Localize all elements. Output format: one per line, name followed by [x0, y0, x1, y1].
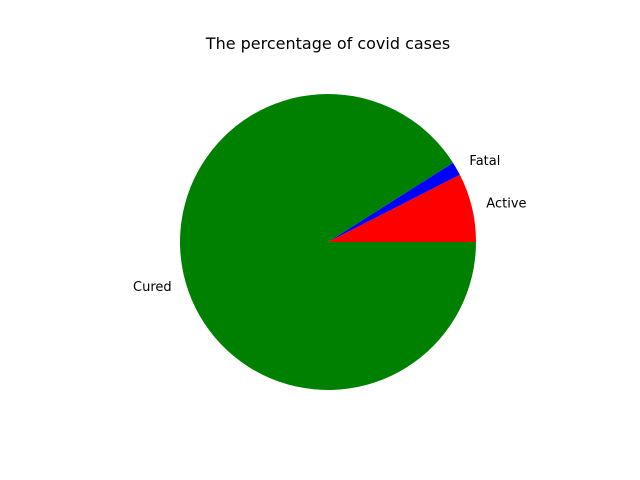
chart-title: The percentage of covid cases — [205, 34, 450, 53]
pie-slice-active — [328, 174, 476, 242]
pie-labels: Active Fatal Cured — [133, 154, 526, 295]
pie-label-cured: Cured — [133, 280, 172, 295]
pie-slice-cured — [180, 93, 477, 391]
pie-slices — [180, 93, 477, 391]
pie-label-active: Active — [486, 196, 526, 211]
pie-label-fatal: Fatal — [469, 154, 500, 169]
pie-slice-fatal — [328, 162, 460, 242]
